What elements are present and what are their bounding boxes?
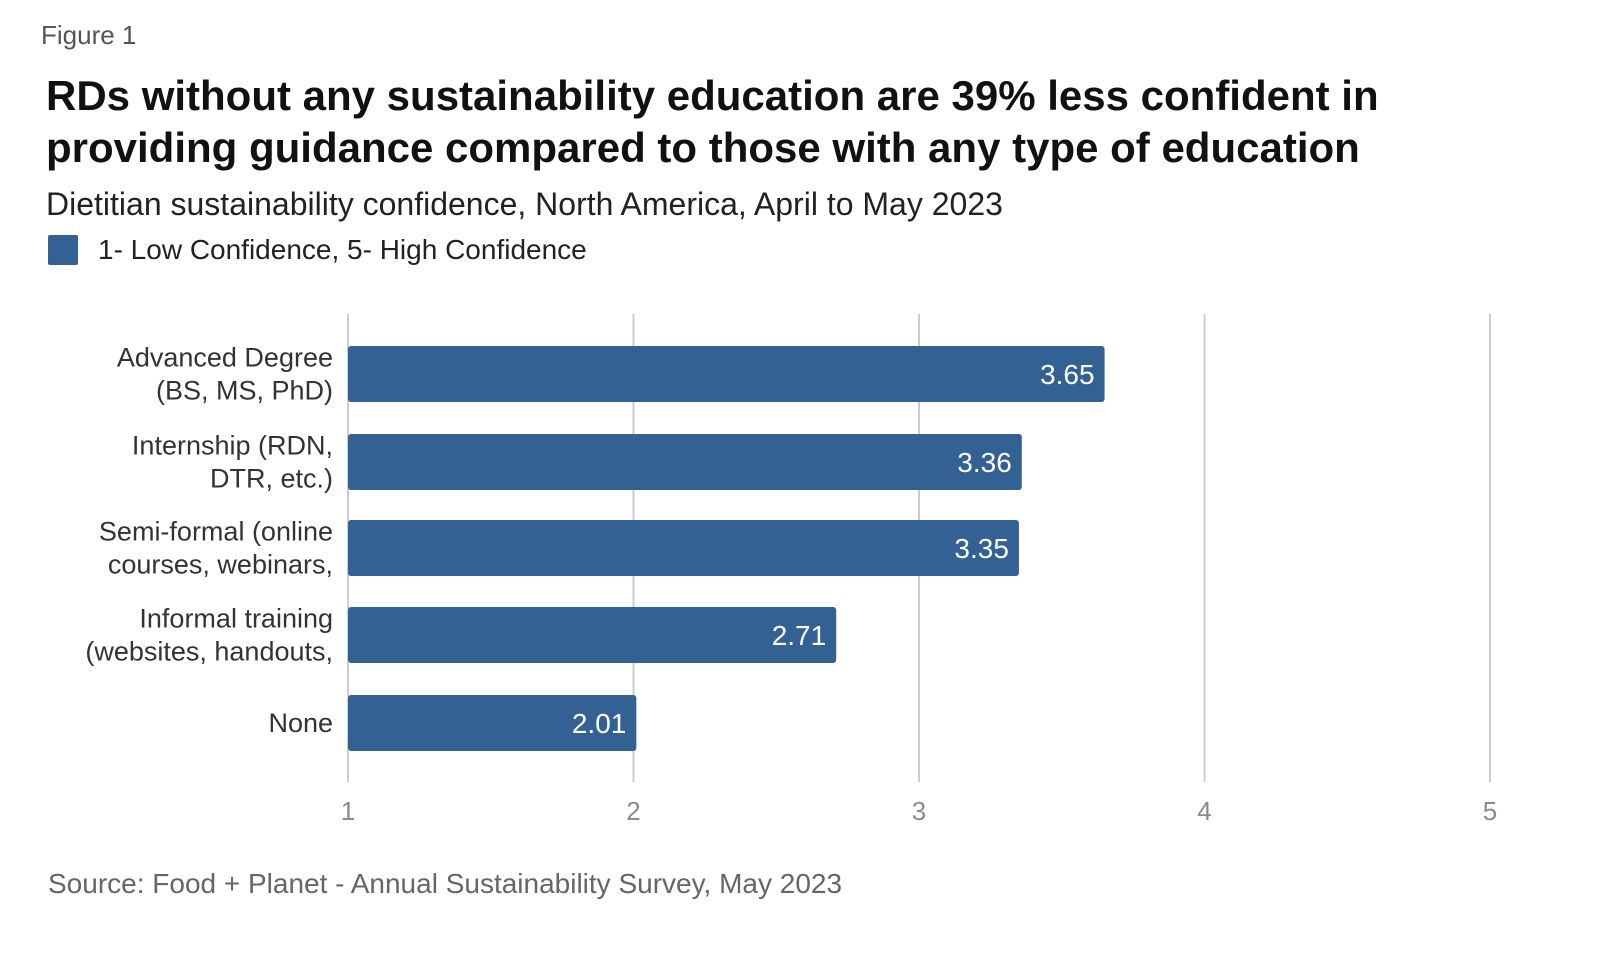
bar: [348, 607, 837, 663]
bar-chart: Advanced Degree (BS, MS, PhD) Internship (…: [85, 314, 1497, 826]
figure-label: Figure 1: [41, 20, 137, 50]
legend: 1- Low Confidence, 5- High Confidence: [48, 234, 587, 266]
category-label-line: Informal training: [139, 604, 333, 634]
legend-swatch: [48, 235, 78, 265]
x-tick-label: 1: [341, 796, 355, 826]
value-labels: 3.65 3.36 3.35 2.71 2.01: [572, 359, 1095, 739]
bar-value-label: 2.01: [572, 708, 627, 739]
bar-value-label: 2.71: [772, 620, 827, 651]
x-tick-label: 5: [1483, 796, 1497, 826]
source-note: Source: Food + Planet - Annual Sustainab…: [48, 868, 843, 899]
category-label-line: (websites, handouts,: [85, 637, 333, 667]
category-labels: Advanced Degree (BS, MS, PhD) Internship (…: [85, 343, 333, 739]
category-label: Advanced Degree (BS, MS, PhD): [117, 343, 333, 406]
x-tick-label: 4: [1197, 796, 1211, 826]
bar-value-label: 3.36: [957, 447, 1012, 478]
bar: [348, 695, 637, 751]
bar: [348, 346, 1105, 402]
category-label: Semi-formal (online courses, webinars,: [99, 517, 333, 580]
category-label-line: None: [268, 708, 333, 738]
category-label-line: DTR, etc.): [210, 464, 333, 494]
chart-title: RDs without any sustainability education…: [46, 72, 1379, 171]
bar-value-label: 3.35: [954, 533, 1009, 564]
category-label-line: Advanced Degree: [117, 343, 333, 373]
category-label-line: Internship (RDN,: [132, 431, 333, 461]
chart-subtitle: Dietitian sustainability confidence, Nor…: [46, 186, 1003, 222]
bars: [348, 346, 1105, 751]
x-axis-ticks: 1 2 3 4 5: [341, 796, 1497, 826]
category-label-line: courses, webinars,: [108, 550, 333, 580]
bar-value-label: 3.65: [1040, 359, 1095, 390]
bar: [348, 434, 1022, 490]
category-label-line: Semi-formal (online: [99, 517, 333, 547]
bar: [348, 520, 1019, 576]
category-label: None: [268, 708, 333, 738]
x-tick-label: 2: [626, 796, 640, 826]
x-tick-label: 3: [912, 796, 926, 826]
category-label: Informal training (websites, handouts,: [85, 604, 333, 667]
legend-label: 1- Low Confidence, 5- High Confidence: [98, 234, 587, 265]
category-label-line: (BS, MS, PhD): [156, 376, 333, 406]
category-label: Internship (RDN, DTR, etc.): [132, 431, 333, 494]
